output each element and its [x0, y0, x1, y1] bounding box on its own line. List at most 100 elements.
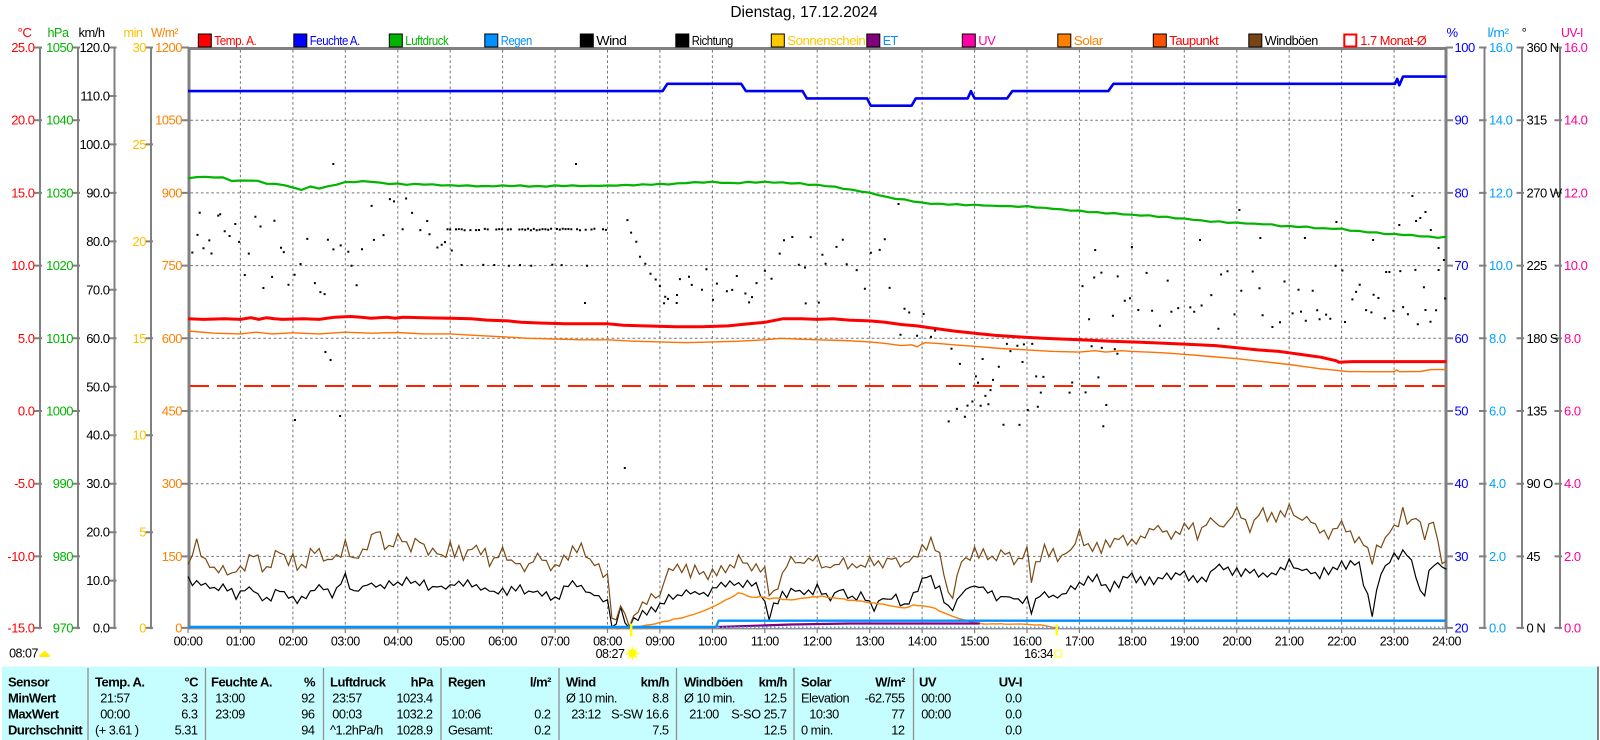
- svg-text:6.0: 6.0: [1564, 404, 1581, 419]
- svg-text:92: 92: [301, 691, 315, 706]
- svg-text:14.0: 14.0: [1489, 113, 1513, 128]
- svg-text:6.3: 6.3: [181, 707, 198, 722]
- svg-text:Gesamt:: Gesamt:: [448, 723, 493, 738]
- svg-text:10.0: 10.0: [1489, 258, 1513, 273]
- svg-text:08:00: 08:00: [593, 635, 622, 649]
- svg-text:08:07: 08:07: [9, 647, 38, 661]
- svg-text:120.0: 120.0: [79, 40, 109, 55]
- svg-text:00:00: 00:00: [100, 707, 130, 722]
- svg-text:13:00: 13:00: [215, 691, 245, 706]
- svg-text:77: 77: [891, 707, 905, 722]
- svg-text:07:00: 07:00: [541, 635, 570, 649]
- svg-text:0.0: 0.0: [1489, 621, 1506, 636]
- svg-text:20: 20: [1455, 621, 1469, 636]
- svg-text:18:00: 18:00: [1118, 635, 1147, 649]
- svg-text:12:00: 12:00: [803, 635, 832, 649]
- svg-text:45: 45: [1527, 549, 1541, 564]
- svg-text:970: 970: [53, 621, 73, 636]
- svg-text:180 S: 180 S: [1527, 331, 1559, 346]
- svg-text:0: 0: [175, 621, 182, 636]
- svg-text:990: 990: [53, 476, 73, 491]
- svg-text:09:00: 09:00: [646, 635, 675, 649]
- svg-text:1028.9: 1028.9: [396, 723, 433, 738]
- svg-text:hPa: hPa: [48, 25, 70, 40]
- svg-text:15.0: 15.0: [11, 185, 35, 200]
- svg-text:40: 40: [1455, 476, 1469, 491]
- svg-text:UV-I: UV-I: [1561, 25, 1583, 40]
- svg-text:1020: 1020: [46, 258, 73, 273]
- svg-text:270 W: 270 W: [1527, 185, 1563, 200]
- svg-text:08:27: 08:27: [596, 647, 625, 661]
- svg-text:0.0: 0.0: [18, 404, 35, 419]
- svg-text:1023.4: 1023.4: [396, 691, 433, 706]
- svg-text:0.0: 0.0: [1564, 621, 1581, 636]
- svg-text:8.0: 8.0: [1489, 331, 1506, 346]
- svg-text:10: 10: [133, 428, 147, 443]
- svg-text:980: 980: [53, 549, 73, 564]
- svg-text:Feuchte A.: Feuchte A.: [310, 33, 360, 48]
- svg-text:10.0: 10.0: [11, 258, 35, 273]
- svg-text:1010: 1010: [46, 331, 73, 346]
- svg-text:450: 450: [162, 404, 182, 419]
- svg-text:02:00: 02:00: [279, 635, 308, 649]
- svg-text:hPa: hPa: [411, 675, 435, 690]
- svg-text:4.0: 4.0: [1564, 476, 1581, 491]
- svg-text:Regen: Regen: [448, 675, 486, 690]
- svg-text:0 min.: 0 min.: [801, 723, 833, 738]
- svg-text:150: 150: [162, 549, 182, 564]
- svg-text:-5.0: -5.0: [14, 476, 35, 491]
- svg-text:0.0: 0.0: [1005, 723, 1022, 738]
- svg-text:km/h: km/h: [759, 675, 788, 690]
- svg-text:-15.0: -15.0: [7, 621, 34, 636]
- svg-text:Feuchte A.: Feuchte A.: [211, 675, 272, 690]
- svg-text:1.7 Monat-Ø: 1.7 Monat-Ø: [1360, 33, 1426, 48]
- svg-text:l/m²: l/m²: [530, 675, 552, 690]
- svg-text:km/h: km/h: [79, 25, 105, 40]
- svg-text:23:09: 23:09: [215, 707, 245, 722]
- svg-text:(+ 3.61 ): (+ 3.61 ): [95, 723, 139, 738]
- svg-text:17:00: 17:00: [1065, 635, 1094, 649]
- svg-text:ET: ET: [883, 33, 898, 48]
- svg-text:min: min: [124, 25, 143, 40]
- svg-text:70: 70: [1455, 258, 1469, 273]
- svg-text:600: 600: [162, 331, 182, 346]
- svg-text:S-SW 16.6: S-SW 16.6: [611, 707, 669, 722]
- svg-text:135: 135: [1527, 404, 1547, 419]
- svg-text:3.3: 3.3: [181, 691, 198, 706]
- svg-text:24:00: 24:00: [1432, 635, 1461, 649]
- svg-text:16:00: 16:00: [1013, 635, 1042, 649]
- svg-text:21:00: 21:00: [689, 707, 719, 722]
- svg-text:30: 30: [1455, 549, 1469, 564]
- svg-text:12: 12: [891, 723, 905, 738]
- svg-text:20: 20: [133, 234, 147, 249]
- svg-text:04:00: 04:00: [383, 635, 412, 649]
- svg-text:MinWert: MinWert: [8, 691, 57, 706]
- svg-text:Ø 10 min.: Ø 10 min.: [684, 691, 735, 706]
- svg-text:00:00: 00:00: [921, 691, 951, 706]
- svg-text:Sonnenschein: Sonnenschein: [787, 33, 865, 48]
- svg-text:360 N: 360 N: [1527, 40, 1559, 55]
- svg-text:50: 50: [1455, 404, 1469, 419]
- svg-text:10:30: 10:30: [809, 707, 839, 722]
- svg-text:°C: °C: [18, 25, 32, 40]
- svg-text:Temp. A.: Temp. A.: [214, 33, 256, 48]
- svg-text:UV: UV: [919, 675, 937, 690]
- svg-text:%: %: [1446, 25, 1458, 40]
- svg-text:0 N: 0 N: [1527, 621, 1546, 636]
- svg-text:30: 30: [133, 40, 147, 55]
- svg-text:90: 90: [1455, 113, 1469, 128]
- svg-text:30.0: 30.0: [86, 476, 110, 491]
- svg-text:1040: 1040: [46, 113, 73, 128]
- svg-text:-10.0: -10.0: [7, 549, 34, 564]
- svg-text:0.2: 0.2: [534, 707, 551, 722]
- svg-text:90 O: 90 O: [1527, 476, 1554, 491]
- svg-text:10.0: 10.0: [1564, 258, 1588, 273]
- svg-text:00:00: 00:00: [921, 707, 951, 722]
- svg-text:0.2: 0.2: [534, 723, 551, 738]
- svg-text:20.0: 20.0: [11, 113, 35, 128]
- svg-text:12.5: 12.5: [764, 723, 787, 738]
- svg-text:100.0: 100.0: [79, 137, 109, 152]
- svg-text:15: 15: [133, 331, 147, 346]
- svg-text:5: 5: [139, 525, 146, 540]
- svg-text:110.0: 110.0: [80, 89, 109, 104]
